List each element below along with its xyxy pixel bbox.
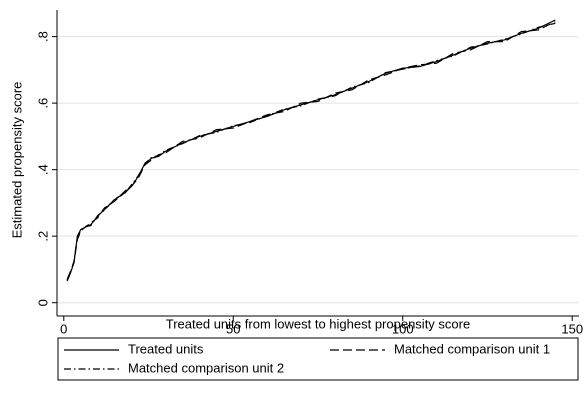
series-line (66, 21, 556, 280)
x-tick-label: 50 (226, 321, 240, 336)
series-line (66, 19, 556, 282)
y-tick-label: .4 (35, 164, 50, 175)
legend-box (57, 337, 579, 381)
y-axis-label: Estimated propensity score (9, 82, 24, 239)
x-tick-label: 150 (561, 321, 583, 336)
y-tick-label: 0 (35, 299, 50, 306)
x-tick-label: 0 (60, 321, 67, 336)
series-line (66, 22, 556, 281)
legend-label: Matched comparison unit 1 (394, 341, 550, 356)
y-tick-label: .8 (35, 31, 50, 42)
x-axis-label: Treated units from lowest to highest pro… (166, 316, 470, 331)
y-tick-label: .2 (35, 231, 50, 242)
legend-label: Matched comparison unit 2 (128, 360, 284, 375)
legend-label: Treated units (128, 341, 204, 356)
y-tick-label: .6 (35, 98, 50, 109)
x-tick-label: 100 (392, 321, 414, 336)
